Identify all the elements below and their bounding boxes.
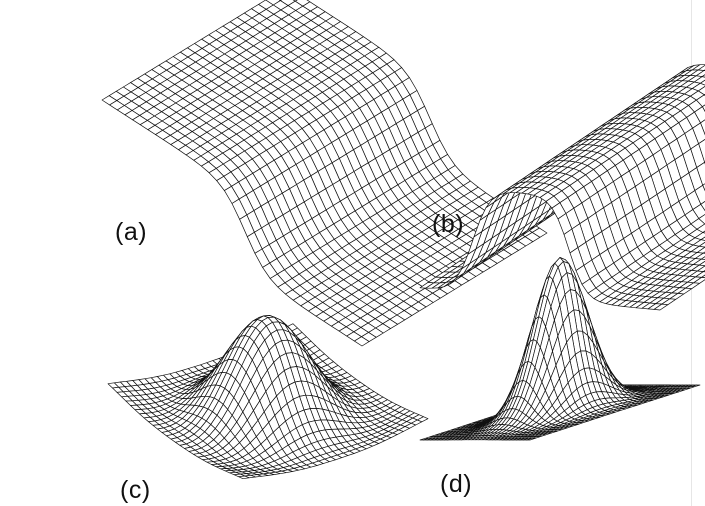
panel-label-a: (a) — [115, 218, 147, 247]
panel-label-b: (b) — [432, 210, 464, 239]
panel-a-step-surface — [102, 0, 547, 346]
panel-label-d: (d) — [440, 470, 472, 499]
panel-label-c: (c) — [120, 476, 151, 505]
panel-c-mexican-hat-surface — [108, 316, 428, 479]
